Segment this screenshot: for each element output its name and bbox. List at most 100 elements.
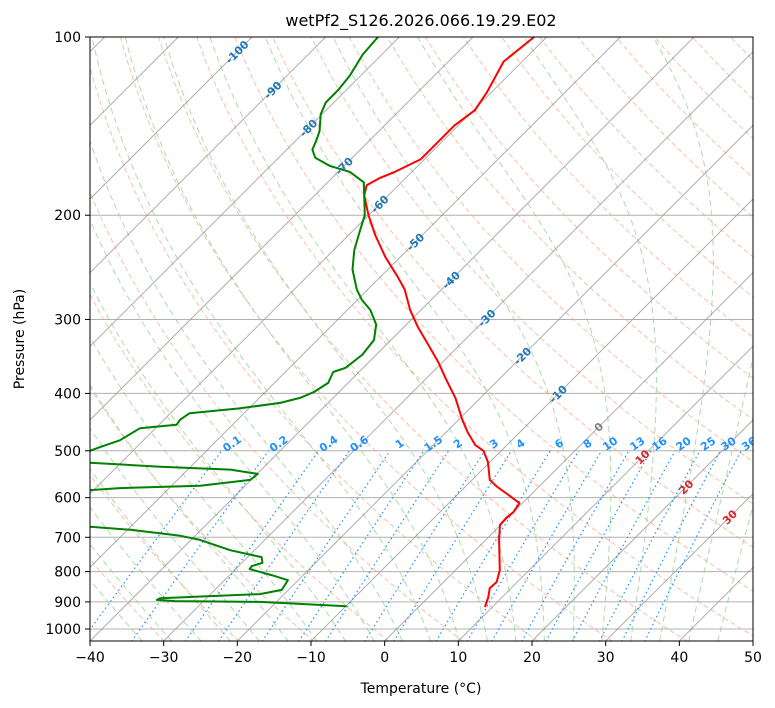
mixing-ratio-line: [298, 450, 425, 641]
background-lines: [90, 37, 775, 642]
dry-adiabat: [424, 37, 753, 379]
mixing-ratio-line: [521, 450, 630, 641]
moist-adiabat: [90, 506, 202, 641]
moist-adiabat: [124, 37, 460, 641]
moist-adiabat: [90, 427, 260, 641]
moist-adiabat: [209, 37, 517, 641]
mixing-ratio-label: 3: [487, 436, 501, 451]
moist-adiabat: [264, 37, 545, 641]
dry-adiabat: [90, 473, 240, 641]
dry-adiabat: [90, 386, 315, 641]
isotherm: [752, 640, 753, 641]
dry-adiabat: [691, 37, 753, 100]
mixing-ratio-line: [90, 450, 223, 631]
dry-adiabat: [90, 293, 390, 641]
y-tick-label: 800: [54, 565, 81, 581]
moist-adiabat: [90, 218, 375, 641]
moist-adiabat: [688, 354, 753, 641]
x-tick-label: 0: [380, 650, 389, 666]
isotherm: [678, 566, 753, 641]
dry-adiabat: [348, 37, 753, 463]
dry-adiabat: [653, 37, 753, 139]
mixing-ratio-line: [466, 450, 580, 641]
mixing-ratio-line: [364, 450, 486, 641]
moist-adiabat: [90, 281, 347, 641]
line-labels: 0.1 0.2 0.4 0.6 1 1.5 2 3 4 6 8 10 13 16 20 25 30 36-100-…: [220, 38, 775, 557]
isotherm: [90, 37, 253, 200]
dry-adiabat: [158, 37, 688, 641]
y-tick-label: 200: [54, 208, 81, 224]
y-tick-label: 400: [54, 386, 81, 402]
y-axis-label: Pressure (hPa): [12, 289, 28, 389]
mixing-ratio-line: [621, 450, 721, 641]
moist-adiabat: [90, 467, 231, 641]
dry-adiabat: [90, 190, 464, 641]
mixing-ratio-label: 4: [514, 436, 528, 451]
isotherm: [90, 37, 621, 569]
mixing-ratio-line: [571, 450, 676, 641]
x-tick-label: −10: [296, 650, 326, 666]
y-tick-label: 500: [54, 444, 81, 460]
moist-adiabat: [523, 37, 657, 641]
dry-adiabat: [90, 65, 539, 641]
mixing-ratio-label: 0.6: [348, 433, 372, 455]
dry-adiabat: [769, 37, 775, 642]
isotherm: [90, 37, 327, 274]
mixing-ratio-line: [545, 450, 652, 641]
isotherm: [90, 37, 548, 495]
isotherm: [90, 37, 695, 641]
x-tick-label: 10: [449, 650, 467, 666]
mixing-ratio-label: 6: [552, 436, 566, 451]
plot-frame: [89, 36, 754, 642]
y-tick-label: 300: [54, 312, 81, 328]
isotherm: [90, 37, 474, 421]
dry-adiabat: [463, 37, 753, 338]
x-tick-label: 40: [670, 650, 688, 666]
x-tick-label: −40: [75, 650, 105, 666]
mixing-ratio-line: [435, 450, 551, 641]
isotherm: [383, 271, 753, 641]
moist-adiabat: [163, 37, 488, 641]
mixing-ratio-line: [393, 450, 512, 641]
x-tick-label: 30: [597, 650, 615, 666]
mixing-ratio-label: 0.4: [317, 433, 341, 455]
x-tick-label: −20: [223, 650, 253, 666]
y-tick-label: 1000: [45, 622, 81, 638]
temperature-profile-line: [363, 37, 535, 608]
moist-adiabat: [332, 37, 575, 641]
moist-adiabat: [90, 543, 173, 641]
y-tick-label: 700: [54, 530, 81, 546]
chart-title: wetPf2_S126.2026.066.19.29.E02: [285, 11, 556, 31]
isotherm: [162, 50, 753, 641]
dry-adiabat: [234, 37, 753, 592]
mixing-ratio-line: [184, 450, 320, 641]
mixing-ratio-label: 1: [393, 436, 407, 451]
isotherm-label: 40: [764, 537, 775, 557]
mixing-ratio-line: [261, 450, 391, 641]
isotherm: [457, 345, 753, 641]
moist-adiabat: [91, 37, 432, 641]
isotherm: [236, 124, 753, 641]
x-tick-label: 20: [523, 650, 541, 666]
dry-adiabat: [90, 558, 166, 641]
mixing-ratio-line: [325, 450, 450, 641]
isotherm: [310, 198, 753, 641]
y-tick-label: 900: [54, 595, 81, 611]
x-axis-label: Temperature (°C): [360, 681, 482, 697]
mixing-ratio-line: [131, 450, 270, 641]
y-tick-label: 600: [54, 491, 81, 507]
axes: −40 −30 −20 −10 0 10 20 30 40 5010020030040050060…: [45, 30, 762, 666]
isotherm: [604, 492, 753, 641]
x-tick-label: −30: [149, 650, 179, 666]
isotherm: [531, 419, 753, 641]
moist-adiabat: [417, 37, 612, 641]
dry-adiabat: [272, 37, 753, 548]
moist-adiabat: [652, 37, 714, 641]
y-tick-label: 100: [54, 30, 81, 46]
mixing-ratio-label: 2: [451, 436, 465, 451]
traces: [90, 37, 535, 608]
dry-adiabat: [386, 37, 753, 421]
moist-adiabat: [90, 383, 289, 641]
mixing-ratio-label: 0.1: [220, 433, 243, 455]
